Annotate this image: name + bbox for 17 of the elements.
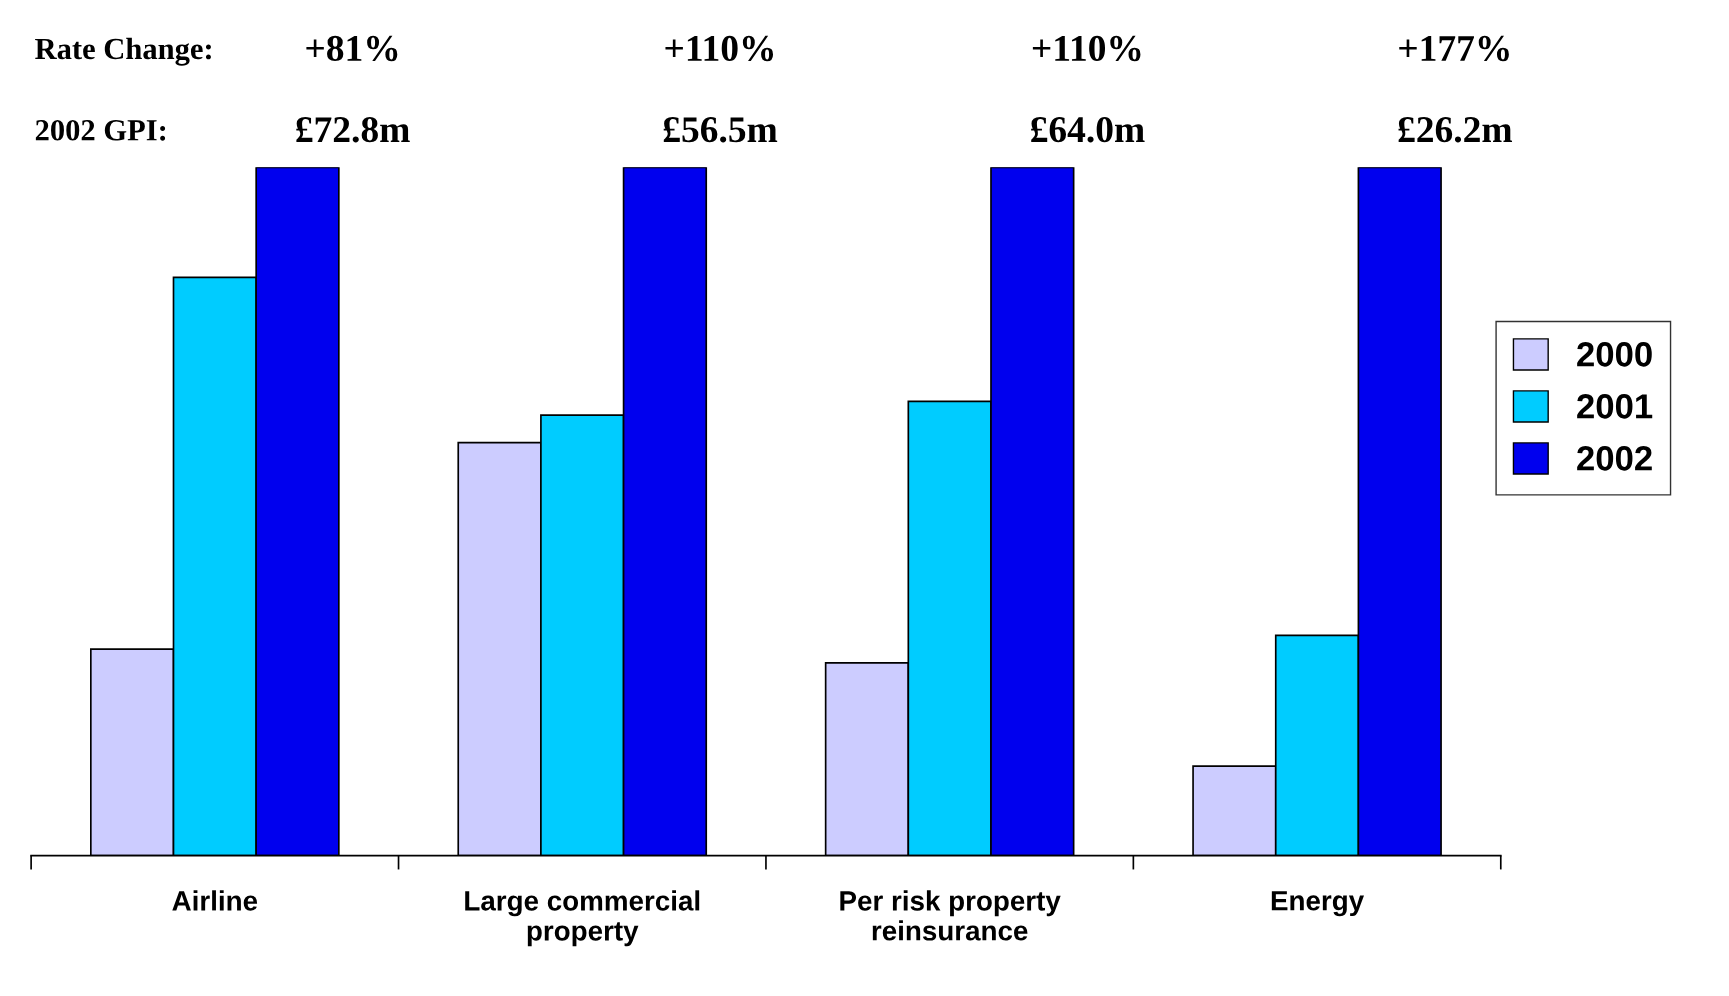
text: 2002 GPI: — [35, 119, 166, 141]
x-tick-label: Energy — [1271, 891, 1364, 917]
text: +110% — [665, 35, 774, 62]
legend-label: 2001 — [1577, 394, 1653, 419]
x-tick-label: Airline — [172, 890, 258, 911]
text: +177% — [1399, 35, 1509, 62]
legend-label: 2000 — [1577, 342, 1652, 367]
x-tick-label: Large commercial property — [465, 890, 700, 947]
text: £26.2m — [1398, 117, 1513, 143]
legend-label: 2002 — [1577, 446, 1652, 471]
text: +81% — [306, 35, 398, 62]
text: Rate Change: — [35, 37, 211, 66]
text: £64.0m — [1031, 117, 1145, 143]
text: £56.5m — [663, 117, 778, 143]
text: +110% — [1032, 35, 1141, 62]
x-tick-label: Per risk property reinsurance — [840, 890, 1061, 941]
text: £72.8m — [296, 117, 410, 143]
